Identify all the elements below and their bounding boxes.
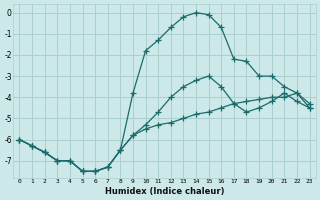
X-axis label: Humidex (Indice chaleur): Humidex (Indice chaleur) (105, 187, 224, 196)
